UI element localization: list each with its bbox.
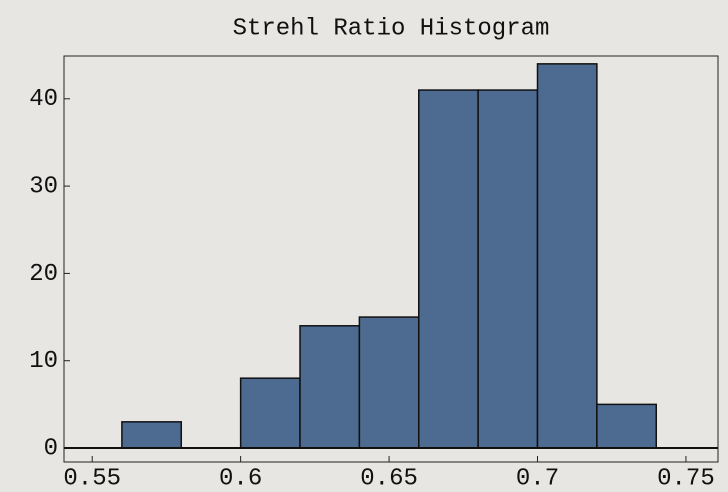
- bar: [358, 316, 420, 449]
- bar: [596, 403, 658, 449]
- y-tick-label: 40: [29, 86, 58, 113]
- plot-frame: [63, 55, 719, 463]
- y-tick-label: 20: [29, 261, 58, 288]
- bar: [536, 63, 598, 449]
- bar: [299, 325, 361, 449]
- y-tick-label: 0: [44, 435, 58, 462]
- bar: [121, 421, 183, 449]
- x-tick-label: 0.65: [360, 465, 418, 492]
- y-tick-label: 30: [29, 173, 58, 200]
- x-tick-label: 0.7: [516, 465, 559, 492]
- x-tick-label: 0.6: [219, 465, 262, 492]
- y-tick-label: 10: [29, 348, 58, 375]
- chart-title: Strehl Ratio Histogram: [233, 15, 550, 42]
- bar: [418, 89, 479, 449]
- x-tick-label: 0.55: [63, 465, 121, 492]
- bar: [239, 377, 301, 449]
- x-tick-label: 0.75: [657, 465, 715, 492]
- bar: [477, 89, 539, 449]
